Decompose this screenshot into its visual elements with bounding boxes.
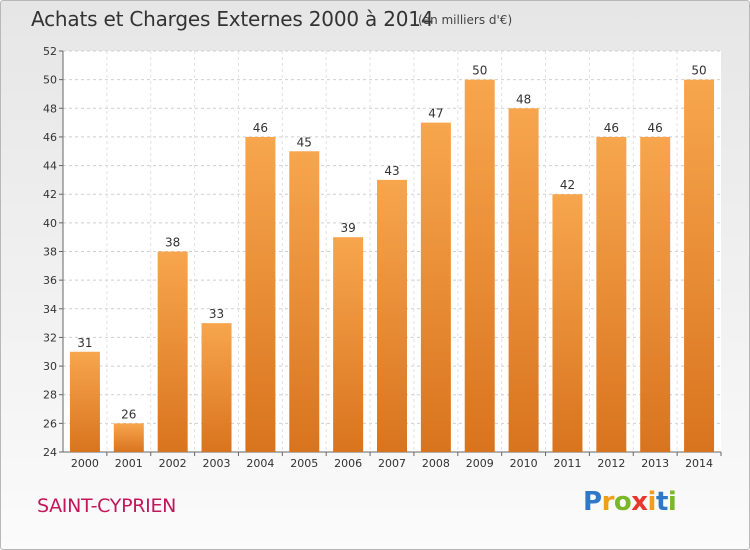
data-label: 38 [165,236,180,250]
x-tick-label: 2000 [71,457,99,470]
logo-letter: o [613,487,632,517]
y-tick-label: 38 [43,246,57,259]
y-tick-label: 48 [43,102,57,115]
x-tick-label: 2014 [685,457,713,470]
y-tick-label: 42 [43,188,57,201]
x-tick-label: 2004 [246,457,274,470]
data-label: 39 [340,221,355,235]
y-tick-label: 28 [43,389,57,402]
logo-letter: r [601,487,615,517]
city-name: SAINT-CYPRIEN [37,495,177,517]
y-tick-label: 34 [43,303,57,316]
logo-letter: P [583,487,602,517]
bar [464,79,495,453]
logo-letter: t [655,487,668,517]
bar [69,351,100,452]
bar [640,136,671,452]
y-tick-label: 52 [43,45,57,58]
x-tick-label: 2001 [115,457,143,470]
chart-subtitle: (en milliers d'€) [418,13,513,27]
data-label: 46 [648,121,663,135]
bar [245,136,276,452]
y-tick-label: 32 [43,331,57,344]
y-tick-label: 46 [43,131,57,144]
data-label: 31 [77,336,92,350]
data-label: 33 [209,307,224,321]
x-tick-label: 2006 [334,457,362,470]
bar [552,194,583,452]
y-tick-label: 40 [43,217,57,230]
data-label: 42 [560,178,575,192]
x-tick-label: 2013 [641,457,669,470]
x-tick-label: 2002 [159,457,187,470]
bar [289,151,320,452]
x-tick-label: 2008 [422,457,450,470]
data-label: 45 [297,135,312,149]
data-label: 46 [253,121,268,135]
data-label: 43 [384,164,399,178]
bar [201,323,232,452]
data-label: 26 [121,407,136,421]
proxiti-logo: Proxiti [583,487,677,517]
x-tick-label: 2011 [553,457,581,470]
x-tick-label: 2005 [290,457,318,470]
x-tick-label: 2009 [466,457,494,470]
y-tick-label: 44 [43,160,57,173]
data-label: 50 [691,64,706,78]
logo-letter: i [647,487,657,517]
data-label: 47 [428,107,443,121]
data-label: 48 [516,92,531,106]
x-tick-label: 2007 [378,457,406,470]
bar [596,136,627,452]
x-tick-label: 2012 [597,457,625,470]
y-tick-label: 36 [43,274,57,287]
chart-title: Achats et Charges Externes 2000 à 2014 [31,7,434,31]
y-tick-label: 24 [43,446,57,459]
bar [377,179,407,452]
logo-letter: i [667,487,677,517]
bar [684,79,715,453]
bar [508,108,539,453]
x-tick-label: 2010 [510,457,538,470]
data-label: 50 [472,64,487,78]
bar [420,122,451,452]
y-tick-label: 26 [43,417,57,430]
bar [113,423,144,452]
y-tick-label: 30 [43,360,57,373]
bar [157,251,188,452]
data-label: 46 [604,121,619,135]
logo-letter: x [631,487,648,517]
x-tick-label: 2003 [203,457,231,470]
bar [333,237,364,452]
y-tick-label: 50 [43,74,57,87]
